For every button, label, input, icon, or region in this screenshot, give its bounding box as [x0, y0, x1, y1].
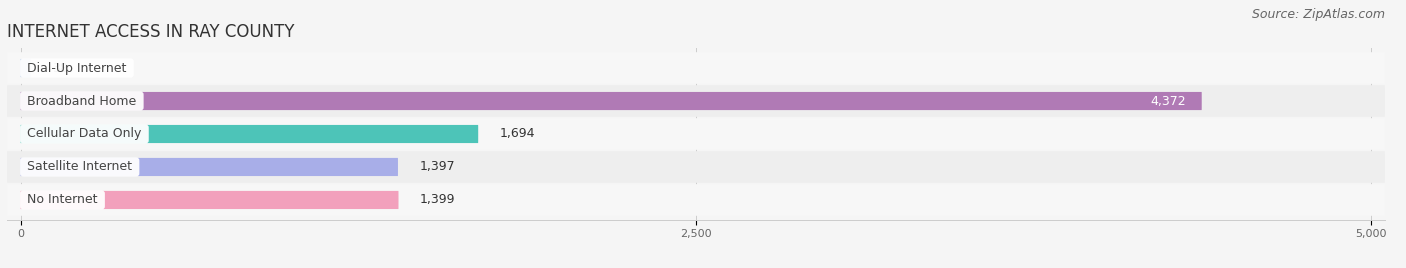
FancyBboxPatch shape: [7, 184, 1385, 216]
FancyBboxPatch shape: [7, 151, 1385, 183]
Text: Cellular Data Only: Cellular Data Only: [24, 128, 146, 140]
Text: Broadband Home: Broadband Home: [24, 95, 141, 107]
FancyBboxPatch shape: [21, 158, 398, 176]
FancyBboxPatch shape: [7, 52, 1385, 84]
Text: 38: 38: [52, 62, 69, 75]
Text: Dial-Up Internet: Dial-Up Internet: [24, 62, 131, 75]
Text: Source: ZipAtlas.com: Source: ZipAtlas.com: [1251, 8, 1385, 21]
FancyBboxPatch shape: [7, 85, 1385, 117]
FancyBboxPatch shape: [21, 191, 398, 209]
FancyBboxPatch shape: [7, 118, 1385, 150]
FancyBboxPatch shape: [21, 92, 1202, 110]
Text: INTERNET ACCESS IN RAY COUNTY: INTERNET ACCESS IN RAY COUNTY: [7, 23, 294, 41]
FancyBboxPatch shape: [21, 125, 478, 143]
Text: 1,694: 1,694: [499, 128, 536, 140]
Text: 1,397: 1,397: [419, 161, 456, 173]
Text: 1,399: 1,399: [420, 193, 456, 206]
Text: No Internet: No Internet: [24, 193, 101, 206]
Text: Satellite Internet: Satellite Internet: [24, 161, 136, 173]
Text: 4,372: 4,372: [1150, 95, 1185, 107]
FancyBboxPatch shape: [21, 59, 31, 77]
